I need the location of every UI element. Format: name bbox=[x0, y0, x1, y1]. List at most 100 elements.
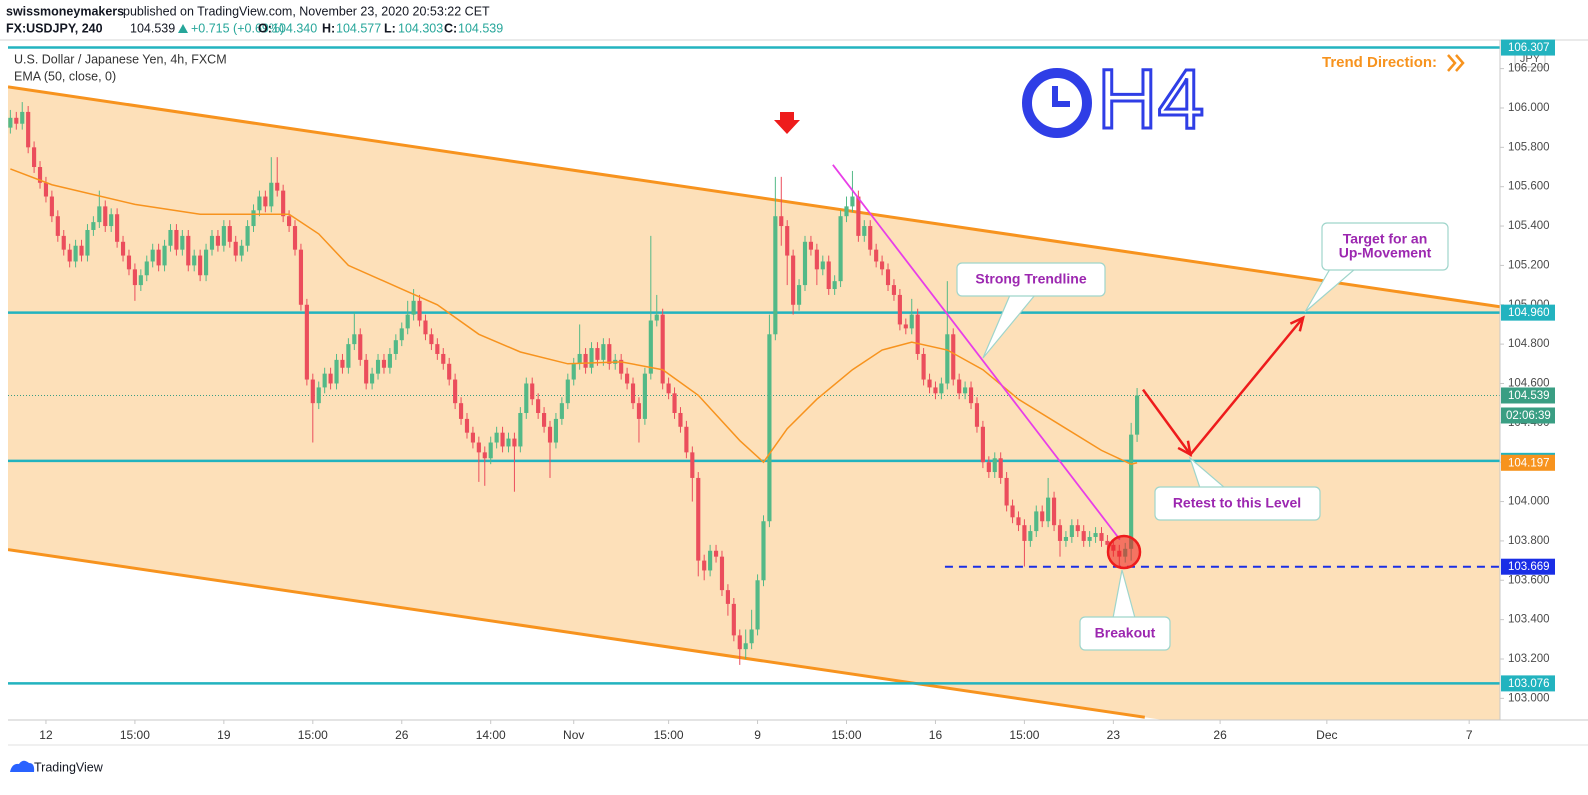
support-label: 103.669 bbox=[1508, 561, 1550, 573]
candle-body bbox=[933, 387, 938, 394]
candle-body bbox=[488, 442, 493, 459]
x-tick-label: 14:00 bbox=[476, 728, 506, 742]
candle-body bbox=[115, 214, 120, 242]
candle-body bbox=[37, 167, 43, 183]
candle-body bbox=[838, 216, 843, 282]
candle-body bbox=[292, 226, 298, 250]
candle-body bbox=[980, 426, 985, 463]
trend-direction: Trend Direction: bbox=[1322, 54, 1437, 71]
candle-body bbox=[850, 196, 855, 207]
candle-body bbox=[963, 387, 968, 394]
candle-body bbox=[974, 403, 980, 427]
candle-body bbox=[779, 216, 784, 227]
candle-body bbox=[476, 442, 481, 453]
candle-body bbox=[802, 241, 808, 286]
footer-brand: TradingView bbox=[34, 760, 104, 774]
candle-body bbox=[73, 245, 78, 262]
candle-body bbox=[239, 245, 244, 256]
candle-body bbox=[1129, 434, 1134, 549]
symbol: FX:USDJPY, 240 bbox=[6, 21, 103, 35]
candle-body bbox=[583, 353, 588, 368]
candle-body bbox=[547, 426, 553, 443]
timeframe-annotation: H4 bbox=[1097, 52, 1204, 146]
candle-body bbox=[316, 387, 321, 404]
candle-body bbox=[684, 426, 689, 453]
candle-body bbox=[832, 281, 837, 290]
x-tick-label: 12 bbox=[39, 728, 53, 742]
candle-body bbox=[619, 359, 624, 374]
callout-text: Retest to this Level bbox=[1173, 495, 1301, 511]
candle-body bbox=[885, 269, 891, 286]
candle-body bbox=[957, 379, 962, 394]
candle-body bbox=[986, 462, 991, 473]
arrow-head bbox=[1289, 315, 1305, 332]
candle-body bbox=[595, 348, 600, 360]
series-title: U.S. Dollar / Japanese Yen, 4h, FXCM bbox=[14, 52, 227, 66]
level-label: 103.076 bbox=[1508, 678, 1550, 690]
candle-body bbox=[174, 229, 179, 250]
candle-body bbox=[358, 334, 363, 360]
channel-line bbox=[8, 85, 1500, 309]
candle-body bbox=[429, 334, 434, 345]
ohlc-key: O: bbox=[258, 21, 272, 35]
candle-body bbox=[524, 383, 529, 414]
candle-body bbox=[221, 226, 226, 246]
candle-body bbox=[275, 182, 280, 191]
candle-body bbox=[749, 629, 754, 644]
countdown-bg bbox=[1501, 407, 1555, 424]
x-tick-label: 15:00 bbox=[831, 728, 861, 742]
candle-body bbox=[506, 438, 511, 447]
candle-body bbox=[494, 432, 499, 443]
candle-body bbox=[808, 241, 814, 250]
candle-body bbox=[1004, 477, 1009, 506]
candle-body bbox=[435, 344, 440, 354]
candle-body bbox=[269, 182, 274, 207]
y-tick-label: 104.000 bbox=[1508, 496, 1550, 508]
candle-body bbox=[743, 643, 748, 650]
candle-body bbox=[1105, 540, 1110, 545]
candle-body bbox=[287, 216, 292, 227]
candle-body bbox=[536, 399, 541, 414]
candle-body bbox=[874, 249, 879, 262]
clock-hands bbox=[1052, 86, 1070, 107]
candle-body bbox=[660, 314, 665, 384]
candle-body bbox=[55, 216, 60, 236]
candle-body bbox=[186, 235, 191, 266]
header-change: +0.715 (+0.69%) bbox=[191, 21, 284, 35]
candle-body bbox=[678, 413, 683, 427]
candle-body bbox=[559, 403, 564, 419]
candle-body bbox=[897, 294, 902, 325]
candle-body bbox=[1057, 525, 1063, 541]
candle-body bbox=[91, 222, 96, 230]
candle-body bbox=[672, 393, 677, 414]
y-tick-label: 105.400 bbox=[1508, 220, 1550, 232]
ohlc-key: C: bbox=[444, 21, 457, 35]
candle-body bbox=[589, 348, 594, 368]
candle-body bbox=[719, 556, 725, 591]
candle-body bbox=[310, 379, 315, 404]
candle-body bbox=[814, 249, 819, 270]
y-tick-label: 103.200 bbox=[1508, 653, 1550, 665]
candle-body bbox=[8, 117, 13, 128]
candle-body bbox=[26, 111, 31, 148]
candle-body bbox=[968, 387, 974, 404]
y-tick-label: 103.000 bbox=[1508, 692, 1550, 704]
candle-body bbox=[696, 477, 701, 561]
candle-body bbox=[921, 353, 926, 380]
candle-body bbox=[1087, 536, 1092, 541]
author: swissmoneymakers bbox=[6, 4, 124, 18]
candle-body bbox=[820, 261, 825, 270]
x-tick-label: 16 bbox=[929, 728, 943, 742]
last-price-label-bg bbox=[1501, 387, 1555, 404]
candle-body bbox=[607, 344, 612, 364]
candle-body bbox=[844, 206, 849, 217]
logo-icon bbox=[10, 760, 35, 772]
candle-body bbox=[67, 249, 72, 262]
last-price-label: 104.539 bbox=[1508, 390, 1550, 402]
candle-body bbox=[702, 560, 707, 571]
callout-box bbox=[956, 262, 1106, 297]
candle-body bbox=[731, 603, 736, 636]
candle-body bbox=[868, 226, 873, 250]
x-tick-label: 7 bbox=[1466, 728, 1473, 742]
